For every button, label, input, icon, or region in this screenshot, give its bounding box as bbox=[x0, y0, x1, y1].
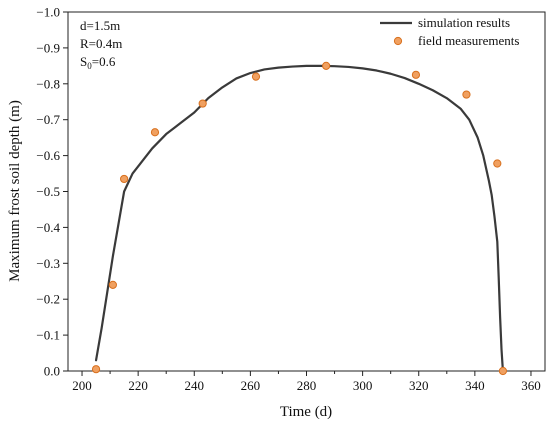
y-tick-label: −0.6 bbox=[36, 148, 60, 163]
annotation-spacing-symbol: S bbox=[80, 54, 87, 69]
legend-label-measurements: field measurements bbox=[418, 33, 519, 48]
simulation-line bbox=[94, 64, 505, 373]
x-tick-label: 360 bbox=[521, 378, 541, 393]
measurement-point bbox=[150, 128, 160, 137]
y-tick-label: −0.8 bbox=[36, 76, 60, 91]
x-axis-title: Time (d) bbox=[280, 404, 332, 420]
annotation-spacing-value: =0.6 bbox=[92, 54, 116, 69]
y-tick-label: −0.7 bbox=[36, 112, 60, 127]
annotation-spacing-subscript: 0 bbox=[87, 61, 92, 71]
measurement-point bbox=[322, 61, 331, 70]
x-tick-label: 200 bbox=[72, 378, 92, 393]
y-tick-label: −0.4 bbox=[36, 220, 60, 235]
legend-label-simulation: simulation results bbox=[418, 15, 510, 30]
annotation-radius: R=0.4m bbox=[80, 36, 122, 51]
legend-marker-swatch bbox=[393, 36, 403, 46]
measurement-point bbox=[493, 159, 502, 168]
y-axis-ticks: 0.0 −0.1 −0.2 −0.3 −0.4 −0.5 −0.6 −0.7 −0.8 −0.9 −… bbox=[36, 5, 68, 379]
measurement-series bbox=[91, 61, 508, 376]
measurement-point bbox=[91, 365, 101, 374]
y-tick-label: −0.5 bbox=[36, 184, 60, 199]
simulation-series bbox=[94, 64, 505, 373]
measurement-point bbox=[108, 280, 117, 289]
measurement-point bbox=[498, 366, 508, 376]
y-axis-title: Maximum frost soil depth (m) bbox=[7, 100, 23, 282]
measurement-point bbox=[411, 70, 421, 79]
y-tick-label: −0.3 bbox=[36, 256, 60, 271]
measurement-point bbox=[198, 99, 207, 108]
x-tick-label: 260 bbox=[241, 378, 261, 393]
legend: simulation results field measurements bbox=[380, 15, 519, 48]
y-tick-label: −0.1 bbox=[36, 328, 60, 343]
y-tick-label: 0.0 bbox=[44, 364, 60, 379]
measurement-point bbox=[251, 72, 261, 81]
y-tick-label: −0.2 bbox=[36, 292, 60, 307]
x-tick-label: 320 bbox=[409, 378, 429, 393]
measurement-point bbox=[462, 90, 471, 99]
x-tick-label: 240 bbox=[185, 378, 205, 393]
annotation-spacing: S0=0.6 bbox=[80, 54, 116, 71]
x-tick-label: 220 bbox=[128, 378, 148, 393]
x-tick-label: 340 bbox=[465, 378, 485, 393]
measurement-point bbox=[120, 174, 129, 184]
x-tick-label: 300 bbox=[353, 378, 373, 393]
x-axis-ticks: 200 220 240 260 280 300 320 340 360 bbox=[72, 371, 541, 393]
x-tick-label: 280 bbox=[297, 378, 317, 393]
annotation-depth: d=1.5m bbox=[80, 18, 120, 33]
y-tick-label: −0.9 bbox=[36, 40, 60, 55]
y-tick-label: −1.0 bbox=[36, 5, 60, 20]
